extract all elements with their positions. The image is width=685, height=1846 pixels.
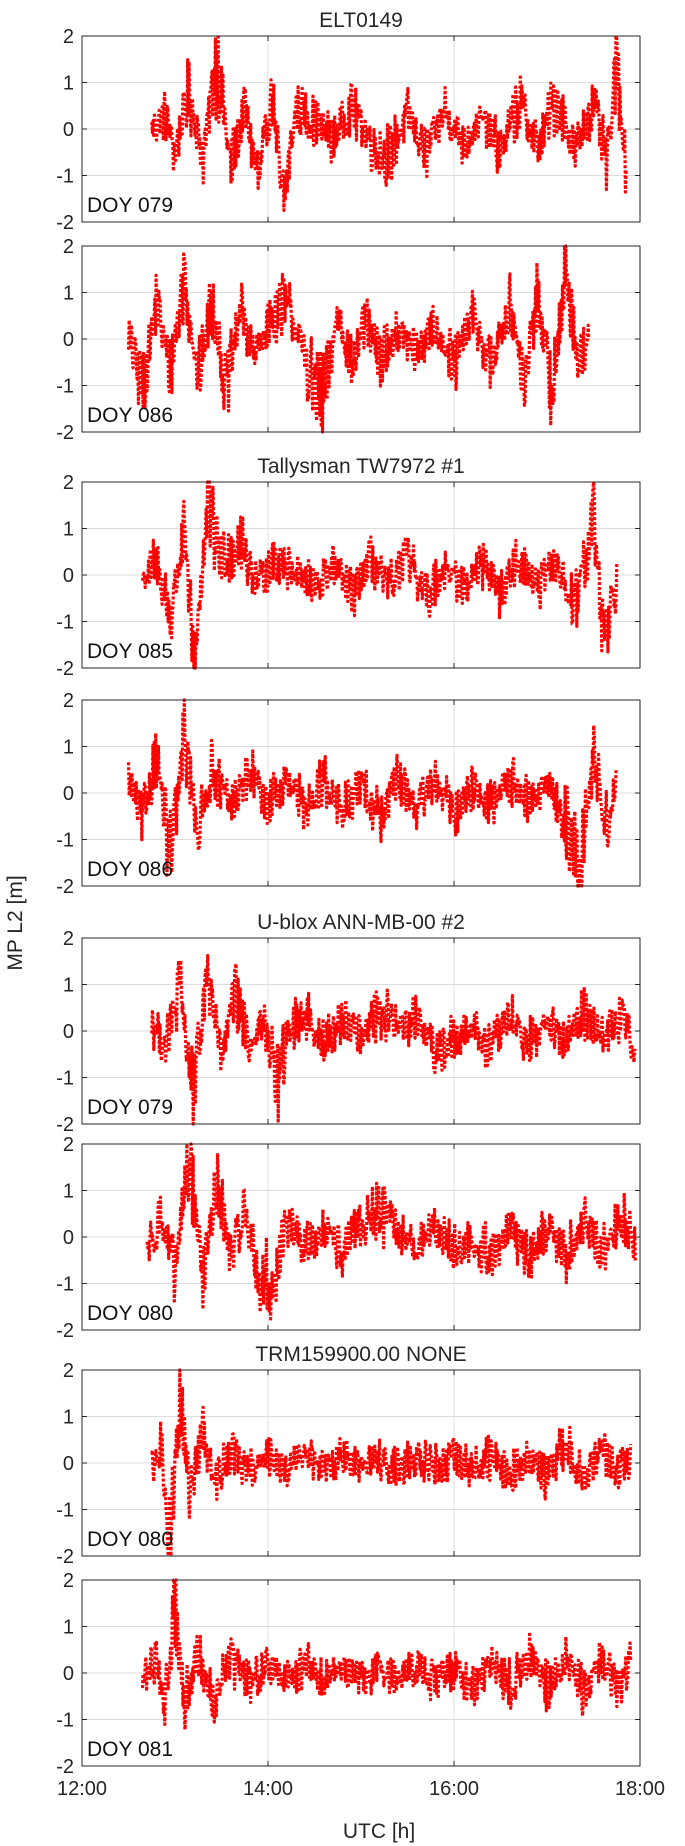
y-tick-label: 2 <box>63 690 74 712</box>
y-tick-label: 1 <box>63 1617 74 1639</box>
y-tick-label: -2 <box>56 212 74 234</box>
panel-4: U-blox ANN-MB-00 #2 -2 -1 0 1 2 DOY 079 <box>56 911 641 1136</box>
y-tick-label: -2 <box>56 1114 74 1136</box>
y-tick-label: 2 <box>63 236 74 258</box>
y-tick-label: 2 <box>63 26 74 48</box>
y-tick-label: 2 <box>63 1134 74 1156</box>
y-tick-label: -1 <box>56 1500 74 1522</box>
y-tick-label: 0 <box>63 783 74 805</box>
x-tick-label: 12:00 <box>57 1778 107 1800</box>
series-line <box>126 698 618 888</box>
x-tick-label: 16:00 <box>429 1778 479 1800</box>
panel-3: -2 -1 0 1 2 DOY 086 <box>56 690 641 898</box>
x-axis-label: UTC [h] <box>343 1820 415 1843</box>
panel-label: DOY 086 <box>87 404 173 427</box>
panel-1: -2 -1 0 1 2 DOY 086 <box>56 236 641 444</box>
group-title: Tallysman TW7972 #1 <box>257 455 464 478</box>
y-tick-label: 2 <box>63 1570 74 1592</box>
y-tick-label: 1 <box>63 519 74 541</box>
panel-6: TRM159900.00 NONE -2 -1 0 1 2 DOY 080 <box>56 1343 641 1568</box>
panel-label: DOY 080 <box>87 1302 173 1325</box>
y-tick-label: -1 <box>56 1068 74 1090</box>
panel-label: DOY 080 <box>87 1528 173 1551</box>
series-line <box>126 244 591 434</box>
y-tick-label: -1 <box>56 376 74 398</box>
y-tick-label: 0 <box>63 1663 74 1685</box>
panel-label: DOY 085 <box>87 640 173 663</box>
y-tick-label: 2 <box>63 928 74 950</box>
y-tick-label: -2 <box>56 1546 74 1568</box>
y-tick-label: 0 <box>63 1453 74 1475</box>
y-tick-label: 0 <box>63 565 74 587</box>
panels: ELT0149 -2 -1 0 1 2 DOY 079 -2 -1 0 1 2 DOY 086 Tally… <box>56 9 665 1800</box>
x-tick-label: 18:00 <box>615 1778 665 1800</box>
y-tick-label: 1 <box>63 737 74 759</box>
panel-5: -2 -1 0 1 2 DOY 080 <box>56 1134 641 1342</box>
y-tick-label: 1 <box>63 283 74 305</box>
y-tick-label: 1 <box>63 1407 74 1429</box>
y-tick-label: 2 <box>63 472 74 494</box>
panel-label: DOY 086 <box>87 858 173 881</box>
group-title: TRM159900.00 NONE <box>255 1343 466 1366</box>
series-line <box>140 480 619 670</box>
panel-0: ELT0149 -2 -1 0 1 2 DOY 079 <box>56 9 641 234</box>
group-title: ELT0149 <box>319 9 403 32</box>
y-tick-label: 0 <box>63 119 74 141</box>
series-line <box>145 1142 637 1321</box>
series-line <box>140 1578 633 1732</box>
panel-7: -2 -1 0 1 2 DOY 081 <box>56 1570 641 1778</box>
y-tick-label: -2 <box>56 422 74 444</box>
y-tick-label: -1 <box>56 166 74 188</box>
y-tick-label: 1 <box>63 73 74 95</box>
panel-label: DOY 079 <box>87 1096 173 1119</box>
y-tick-label: 1 <box>63 975 74 997</box>
y-tick-label: -2 <box>56 658 74 680</box>
y-tick-label: 0 <box>63 1021 74 1043</box>
y-tick-label: 0 <box>63 1227 74 1249</box>
group-title: U-blox ANN-MB-00 #2 <box>257 911 465 934</box>
y-tick-label: 1 <box>63 1181 74 1203</box>
y-tick-label: -1 <box>56 830 74 852</box>
series-line <box>150 1368 633 1558</box>
series-line <box>150 954 637 1126</box>
panel-2: Tallysman TW7972 #1 -2 -1 0 1 2 DOY 085 <box>56 455 641 680</box>
y-tick-label: 2 <box>63 1360 74 1382</box>
y-tick-label: -1 <box>56 1710 74 1732</box>
series-line <box>150 34 628 212</box>
y-tick-label: -1 <box>56 1274 74 1296</box>
y-tick-label: -2 <box>56 876 74 898</box>
panel-label: DOY 081 <box>87 1738 173 1761</box>
y-tick-label: -2 <box>56 1320 74 1342</box>
panel-label: DOY 079 <box>87 194 173 217</box>
y-tick-label: 0 <box>63 329 74 351</box>
y-tick-label: -1 <box>56 612 74 634</box>
x-tick-label: 14:00 <box>243 1778 293 1800</box>
y-tick-label: -2 <box>56 1756 74 1778</box>
y-axis-label: MP L2 [m] <box>4 875 27 970</box>
